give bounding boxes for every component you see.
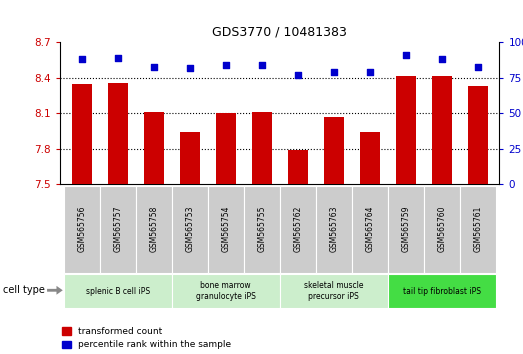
Bar <box>396 75 416 184</box>
Text: GSM565761: GSM565761 <box>473 206 482 252</box>
Point <box>366 69 374 75</box>
Text: GSM565758: GSM565758 <box>149 206 158 252</box>
Bar <box>388 186 424 273</box>
Text: GSM565755: GSM565755 <box>257 206 266 252</box>
Bar <box>280 186 316 273</box>
Text: GSM565763: GSM565763 <box>329 206 338 252</box>
Text: skeletal muscle
precursor iPS: skeletal muscle precursor iPS <box>304 281 363 301</box>
Bar <box>316 186 352 273</box>
Bar <box>432 75 452 184</box>
Bar <box>244 186 280 273</box>
Text: GSM565754: GSM565754 <box>221 206 230 252</box>
Bar <box>172 186 208 273</box>
Bar <box>172 274 280 308</box>
Bar <box>388 274 496 308</box>
Bar <box>136 186 172 273</box>
Text: tail tip fibroblast iPS: tail tip fibroblast iPS <box>403 287 481 296</box>
Text: cell type: cell type <box>3 285 44 295</box>
Point <box>150 64 158 69</box>
Point <box>258 62 266 68</box>
Bar <box>180 132 200 184</box>
Text: GSM565759: GSM565759 <box>401 206 411 252</box>
Bar <box>208 186 244 273</box>
Bar <box>352 186 388 273</box>
Bar <box>100 186 136 273</box>
Bar <box>108 82 128 184</box>
Point <box>186 65 194 71</box>
Point <box>402 52 410 58</box>
Point <box>438 57 446 62</box>
Legend: transformed count, percentile rank within the sample: transformed count, percentile rank withi… <box>62 327 231 349</box>
Bar <box>64 186 100 273</box>
Bar <box>216 113 236 184</box>
Bar <box>72 84 92 184</box>
Bar <box>288 150 308 184</box>
Text: GSM565757: GSM565757 <box>113 206 122 252</box>
Point <box>77 57 86 62</box>
Bar <box>144 112 164 184</box>
Title: GDS3770 / 10481383: GDS3770 / 10481383 <box>212 25 347 39</box>
Text: GSM565753: GSM565753 <box>185 206 194 252</box>
Bar <box>64 274 172 308</box>
Point <box>329 69 338 75</box>
Bar <box>360 132 380 184</box>
Point <box>474 64 482 69</box>
Bar <box>424 186 460 273</box>
Bar <box>280 274 388 308</box>
Text: GSM565760: GSM565760 <box>437 206 446 252</box>
Bar <box>468 86 488 184</box>
Text: GSM565764: GSM565764 <box>366 206 374 252</box>
Text: GSM565756: GSM565756 <box>77 206 86 252</box>
Text: bone marrow
granulocyte iPS: bone marrow granulocyte iPS <box>196 281 256 301</box>
Point <box>293 72 302 78</box>
Text: GSM565762: GSM565762 <box>293 206 302 252</box>
Point <box>222 62 230 68</box>
Point <box>113 55 122 61</box>
Text: splenic B cell iPS: splenic B cell iPS <box>86 287 150 296</box>
Bar <box>252 112 272 184</box>
Bar <box>460 186 496 273</box>
Bar <box>324 117 344 184</box>
